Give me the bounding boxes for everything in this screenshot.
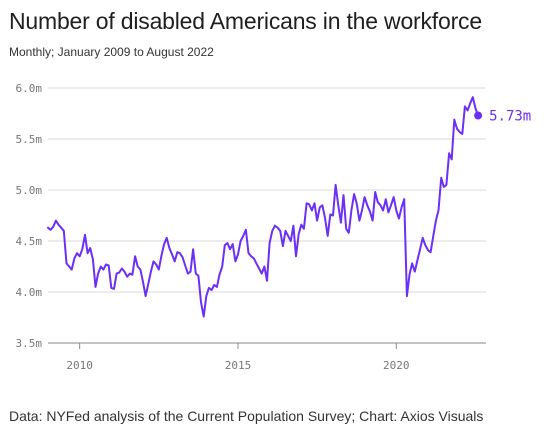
end-value-label: 5.73m [489, 109, 531, 125]
y-tick-label: 5.5m [16, 133, 43, 146]
y-tick-labels: 3.5m 4.0m 4.5m 5.0m 5.5m 6.0m [16, 82, 43, 350]
x-axis [48, 342, 486, 349]
y-tick-label: 4.5m [16, 235, 43, 248]
y-tick-label: 4.0m [16, 286, 43, 299]
end-marker-group: 5.73m [474, 109, 531, 125]
y-tick-label: 6.0m [16, 82, 43, 95]
y-tick-label: 3.5m [16, 337, 43, 350]
x-tick-label: 2020 [383, 359, 410, 372]
x-tick-labels: 2010 2015 2020 [66, 359, 409, 372]
source-note: Data: NYFed analysis of the Current Popu… [9, 408, 484, 424]
chart-subtitle: Monthly; January 2009 to August 2022 [9, 45, 214, 59]
y-tick-label: 5.0m [16, 184, 43, 197]
x-tick-label: 2010 [66, 359, 93, 372]
grid-lines [48, 87, 486, 344]
end-point-marker [474, 111, 483, 120]
series-group [47, 96, 480, 318]
x-tick-label: 2015 [225, 359, 252, 372]
chart-title: Number of disabled Americans in the work… [9, 8, 482, 34]
series-line [47, 96, 480, 318]
